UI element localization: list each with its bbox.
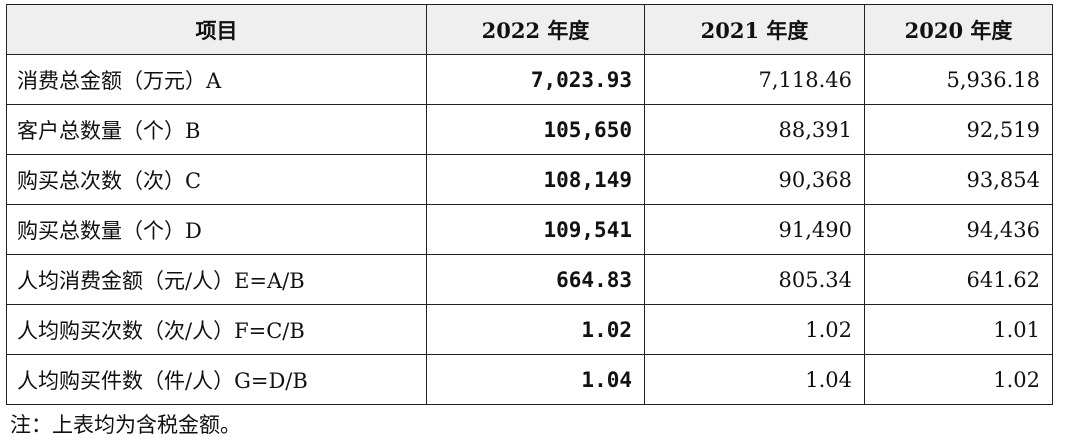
row-label: 消费总金额（万元）A [6,54,427,105]
value-2021: 88,391 [644,104,865,155]
value-2022: 1.02 [426,304,645,355]
row-label: 客户总数量（个）B [6,104,427,155]
header-item: 项目 [6,4,427,55]
table-row: 人均消费金额（元/人）E=A/B 664.83 805.34 641.62 [6,254,1053,305]
value-2021: 7,118.46 [644,54,865,105]
header-2020: 2020 年度 [864,4,1053,55]
table-row: 消费总金额（万元）A 7,023.93 7,118.46 5,936.18 [6,54,1053,105]
value-2021: 805.34 [644,254,865,305]
row-label: 人均消费金额（元/人）E=A/B [6,254,427,305]
value-2021: 91,490 [644,204,865,255]
value-2022: 105,650 [426,104,645,155]
value-2020: 5,936.18 [864,54,1053,105]
row-label: 人均购买次数（次/人）F=C/B [6,304,427,355]
value-2022: 108,149 [426,154,645,205]
table-row: 购买总次数（次）C 108,149 90,368 93,854 [6,154,1053,205]
row-label: 购买总次数（次）C [6,154,427,205]
table-row: 人均购买件数（件/人）G=D/B 1.04 1.04 1.02 [6,354,1053,405]
row-label: 购买总数量（个）D [6,204,427,255]
value-2021: 1.04 [644,354,865,405]
document-body: 项目 2022 年度 2021 年度 2020 年度 消费总金额（万元）A 7,… [6,4,1053,439]
value-2020: 1.02 [864,354,1053,405]
table-row: 购买总数量（个）D 109,541 91,490 94,436 [6,204,1053,255]
table-header-row: 项目 2022 年度 2021 年度 2020 年度 [6,4,1053,55]
value-2020: 94,436 [864,204,1053,255]
table-row: 人均购买次数（次/人）F=C/B 1.02 1.02 1.01 [6,304,1053,355]
financial-table: 项目 2022 年度 2021 年度 2020 年度 消费总金额（万元）A 7,… [6,4,1053,405]
value-2022: 7,023.93 [426,54,645,105]
value-2022: 109,541 [426,204,645,255]
value-2020: 92,519 [864,104,1053,155]
table-row: 客户总数量（个）B 105,650 88,391 92,519 [6,104,1053,155]
value-2022: 664.83 [426,254,645,305]
value-2021: 1.02 [644,304,865,355]
value-2021: 90,368 [644,154,865,205]
value-2022: 1.04 [426,354,645,405]
header-2022: 2022 年度 [426,4,645,55]
row-label: 人均购买件数（件/人）G=D/B [6,354,427,405]
table-note: 注：上表均为含税金额。 [10,413,241,437]
value-2020: 1.01 [864,304,1053,355]
value-2020: 93,854 [864,154,1053,205]
header-2021: 2021 年度 [644,4,865,55]
value-2020: 641.62 [864,254,1053,305]
